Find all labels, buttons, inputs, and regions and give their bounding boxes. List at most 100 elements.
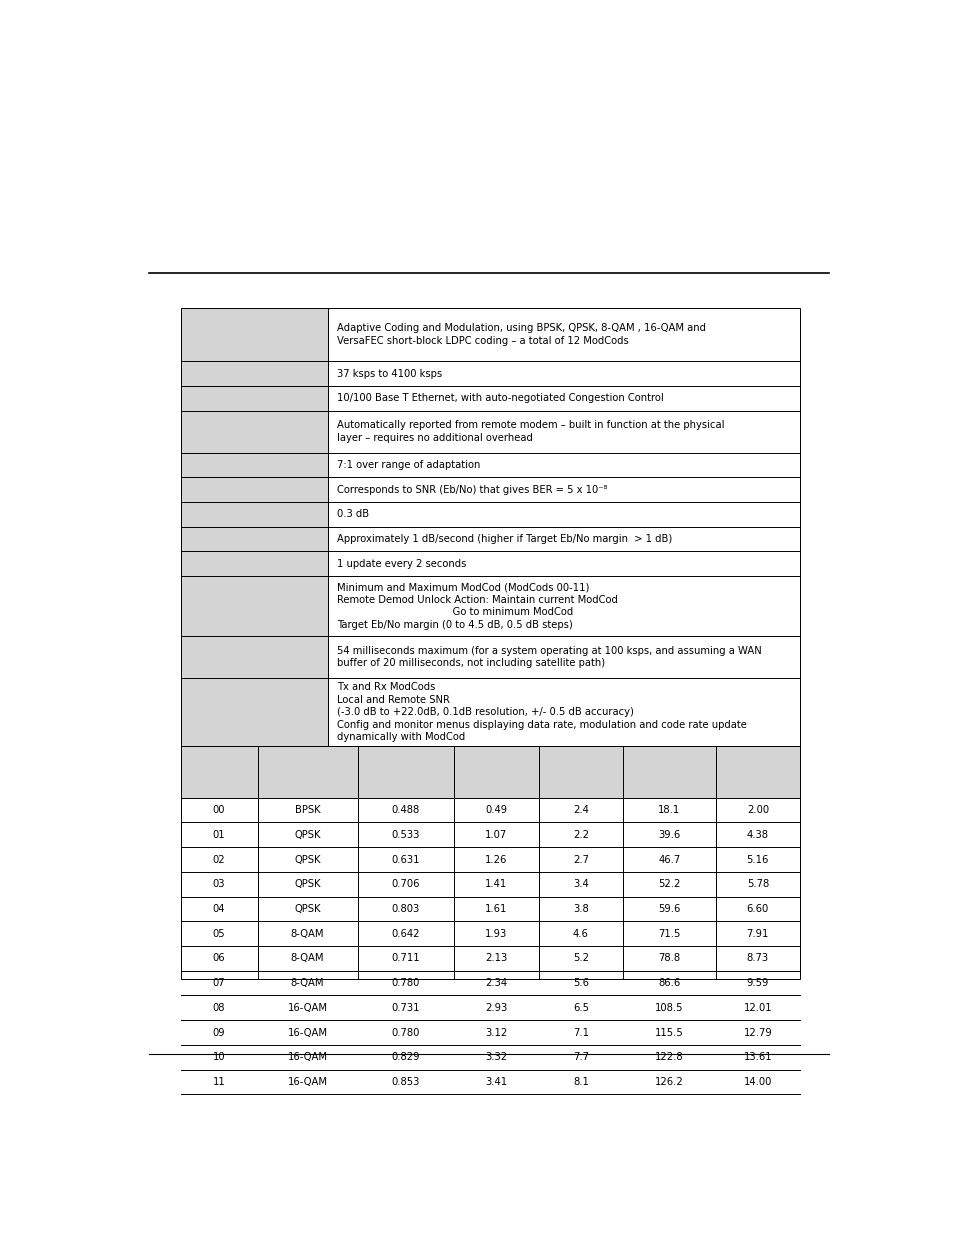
Text: Minimum and Maximum ModCod (ModCods 00-11)
Remote Demod Unlock Action: Maintain : Minimum and Maximum ModCod (ModCods 00-1…	[336, 583, 617, 630]
Text: 2.13: 2.13	[484, 953, 507, 963]
Bar	[180, 746, 800, 798]
Text: 2.4: 2.4	[573, 805, 588, 815]
Text: 04: 04	[213, 904, 225, 914]
Text: 7:1 over range of adaptation: 7:1 over range of adaptation	[336, 459, 479, 469]
Text: 01: 01	[213, 830, 225, 840]
Text: 07: 07	[213, 978, 225, 988]
Text: 1.41: 1.41	[484, 879, 507, 889]
Text: 6.5: 6.5	[572, 1003, 588, 1013]
Text: 0.706: 0.706	[391, 879, 419, 889]
Text: 0.780: 0.780	[391, 978, 419, 988]
Text: 46.7: 46.7	[658, 855, 679, 864]
Text: 126.2: 126.2	[655, 1077, 683, 1087]
Text: 8.73: 8.73	[746, 953, 768, 963]
Text: 08: 08	[213, 1003, 225, 1013]
Text: 122.8: 122.8	[655, 1052, 683, 1062]
Text: QPSK: QPSK	[294, 904, 320, 914]
Text: 16-QAM: 16-QAM	[287, 1052, 327, 1062]
Text: 0.780: 0.780	[391, 1028, 419, 1037]
Bar	[180, 308, 328, 746]
Text: 7.1: 7.1	[572, 1028, 588, 1037]
Text: Automatically reported from remote modem – built in function at the physical
lay: Automatically reported from remote modem…	[336, 420, 723, 443]
Text: 71.5: 71.5	[658, 929, 679, 939]
Text: 5.16: 5.16	[746, 855, 768, 864]
Text: 2.00: 2.00	[746, 805, 768, 815]
Text: Tx and Rx ModCods
Local and Remote SNR
(-3.0 dB to +22.0dB, 0.1dB resolution, +/: Tx and Rx ModCods Local and Remote SNR (…	[336, 682, 745, 742]
Text: 5.6: 5.6	[572, 978, 588, 988]
Text: 7.7: 7.7	[572, 1052, 588, 1062]
Text: 1 update every 2 seconds: 1 update every 2 seconds	[336, 558, 465, 569]
Text: 3.8: 3.8	[573, 904, 588, 914]
Text: 0.711: 0.711	[391, 953, 419, 963]
Text: 0.853: 0.853	[391, 1077, 419, 1087]
Text: 10: 10	[213, 1052, 225, 1062]
Text: 10/100 Base T Ethernet, with auto-negotiated Congestion Control: 10/100 Base T Ethernet, with auto-negoti…	[336, 393, 662, 404]
Text: 12.01: 12.01	[742, 1003, 771, 1013]
Text: 8-QAM: 8-QAM	[291, 953, 324, 963]
Text: 0.49: 0.49	[485, 805, 507, 815]
Text: 7.91: 7.91	[746, 929, 768, 939]
Text: 2.2: 2.2	[572, 830, 588, 840]
Text: 8.1: 8.1	[573, 1077, 588, 1087]
Text: 16-QAM: 16-QAM	[287, 1077, 327, 1087]
Text: 0.3 dB: 0.3 dB	[336, 509, 369, 519]
Text: 9.59: 9.59	[746, 978, 768, 988]
Text: 86.6: 86.6	[658, 978, 679, 988]
Text: 14.00: 14.00	[743, 1077, 771, 1087]
Text: 2.7: 2.7	[572, 855, 588, 864]
Text: 6.60: 6.60	[746, 904, 768, 914]
Text: 0.533: 0.533	[391, 830, 419, 840]
Text: 8-QAM: 8-QAM	[291, 978, 324, 988]
Text: 1.93: 1.93	[484, 929, 507, 939]
Text: 2.93: 2.93	[484, 1003, 507, 1013]
Bar	[180, 308, 800, 979]
Text: 52.2: 52.2	[658, 879, 679, 889]
Text: 0.829: 0.829	[391, 1052, 419, 1062]
Text: 00: 00	[213, 805, 225, 815]
Text: 11: 11	[213, 1077, 225, 1087]
Text: 3.4: 3.4	[573, 879, 588, 889]
Text: 12.79: 12.79	[742, 1028, 771, 1037]
Text: 0.488: 0.488	[391, 805, 419, 815]
Text: 0.731: 0.731	[391, 1003, 419, 1013]
Text: 09: 09	[213, 1028, 225, 1037]
Text: 1.07: 1.07	[484, 830, 507, 840]
Text: 2.34: 2.34	[485, 978, 507, 988]
Text: Approximately 1 dB/second (higher if Target Eb/No margin  > 1 dB): Approximately 1 dB/second (higher if Tar…	[336, 534, 671, 545]
Text: 03: 03	[213, 879, 225, 889]
Text: 16-QAM: 16-QAM	[287, 1003, 327, 1013]
Text: 4.6: 4.6	[573, 929, 588, 939]
Text: 5.78: 5.78	[746, 879, 768, 889]
Text: 8-QAM: 8-QAM	[291, 929, 324, 939]
Text: 108.5: 108.5	[655, 1003, 683, 1013]
Text: 0.803: 0.803	[391, 904, 419, 914]
Text: QPSK: QPSK	[294, 830, 320, 840]
Text: 05: 05	[213, 929, 225, 939]
Text: QPSK: QPSK	[294, 879, 320, 889]
Text: 78.8: 78.8	[658, 953, 679, 963]
Text: QPSK: QPSK	[294, 855, 320, 864]
Text: 3.12: 3.12	[484, 1028, 507, 1037]
Text: 59.6: 59.6	[658, 904, 679, 914]
Text: 115.5: 115.5	[655, 1028, 683, 1037]
Text: 3.32: 3.32	[485, 1052, 507, 1062]
Text: 1.26: 1.26	[484, 855, 507, 864]
Text: 4.38: 4.38	[746, 830, 768, 840]
Text: 3.41: 3.41	[485, 1077, 507, 1087]
Text: Corresponds to SNR (Eb/No) that gives BER = 5 x 10⁻⁸: Corresponds to SNR (Eb/No) that gives BE…	[336, 484, 606, 494]
Text: 5.2: 5.2	[572, 953, 588, 963]
Text: BPSK: BPSK	[294, 805, 320, 815]
Text: 39.6: 39.6	[658, 830, 679, 840]
Text: Adaptive Coding and Modulation, using BPSK, QPSK, 8-QAM , 16-QAM and
VersaFEC sh: Adaptive Coding and Modulation, using BP…	[336, 324, 705, 346]
Text: 16-QAM: 16-QAM	[287, 1028, 327, 1037]
Text: 0.642: 0.642	[391, 929, 419, 939]
Text: 02: 02	[213, 855, 225, 864]
Text: 1.61: 1.61	[484, 904, 507, 914]
Text: 06: 06	[213, 953, 225, 963]
Text: 54 milliseconds maximum (for a system operating at 100 ksps, and assuming a WAN
: 54 milliseconds maximum (for a system op…	[336, 646, 760, 668]
Text: 13.61: 13.61	[742, 1052, 771, 1062]
Text: 18.1: 18.1	[658, 805, 679, 815]
Text: 0.631: 0.631	[391, 855, 419, 864]
Text: 37 ksps to 4100 ksps: 37 ksps to 4100 ksps	[336, 368, 441, 379]
